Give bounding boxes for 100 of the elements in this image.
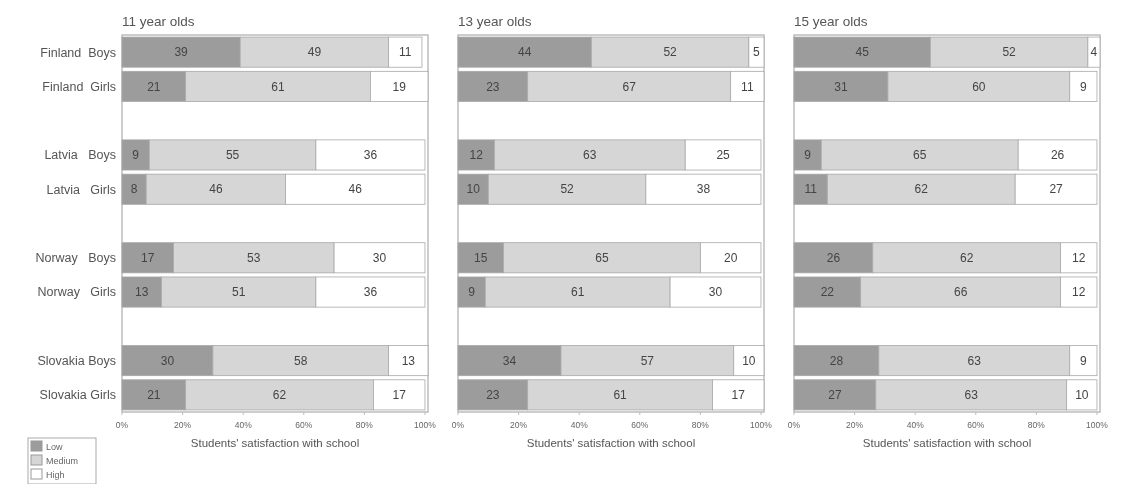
data-label: 27 <box>1049 182 1064 197</box>
data-label: 61 <box>570 285 585 300</box>
y-tick-label: Slovakia Boys <box>37 353 116 368</box>
x-tick-label: 40% <box>906 420 925 430</box>
data-label: 63 <box>967 353 982 368</box>
data-label: 12 <box>1072 285 1086 300</box>
data-label: 46 <box>209 182 223 197</box>
x-axis-title: Students' satisfaction with school <box>190 437 360 449</box>
chart-title: 13 year olds <box>458 14 532 29</box>
data-label: 31 <box>834 79 848 94</box>
data-label: 23 <box>486 79 500 94</box>
data-label: 9 <box>804 148 812 163</box>
y-tick-label: Slovakia Girls <box>39 388 116 403</box>
data-label: 19 <box>392 79 407 94</box>
data-label: 11 <box>741 79 754 94</box>
data-label: 11 <box>804 182 818 197</box>
y-tick-label: Norway Boys <box>35 251 116 266</box>
data-label: 17 <box>731 388 746 403</box>
data-label: 12 <box>469 148 484 163</box>
data-label: 53 <box>247 250 261 265</box>
data-label: 38 <box>696 182 711 197</box>
x-tick-label: 100% <box>1086 420 1109 430</box>
data-label: 13 <box>401 353 416 368</box>
data-label: 21 <box>147 79 161 94</box>
x-tick-label: 0% <box>115 420 129 430</box>
data-label: 28 <box>829 353 844 368</box>
data-label: 49 <box>307 45 322 60</box>
data-label: 22 <box>820 285 835 300</box>
chart-title: 15 year olds <box>794 14 868 29</box>
y-tick-label: Latvia Girls <box>46 182 116 197</box>
data-label: 10 <box>742 353 756 368</box>
data-label: 17 <box>141 250 155 265</box>
data-label: 60 <box>972 79 986 94</box>
legend-label: Low <box>46 442 64 452</box>
data-label: 52 <box>560 182 575 197</box>
data-label: 44 <box>517 45 532 60</box>
data-label: 63 <box>583 148 597 163</box>
data-label: 57 <box>640 353 655 368</box>
chart-title: 11 year olds <box>122 14 195 29</box>
x-tick-label: 40% <box>570 420 589 430</box>
legend-label: Medium <box>46 456 79 466</box>
x-tick-label: 80% <box>1027 420 1046 430</box>
data-label: 65 <box>913 148 927 163</box>
data-label: 30 <box>708 285 723 300</box>
data-label: 20 <box>723 250 738 265</box>
data-label: 27 <box>828 388 842 403</box>
data-label: 52 <box>1002 45 1017 60</box>
data-label: 13 <box>135 285 149 300</box>
data-label: 51 <box>231 285 246 300</box>
data-label: 52 <box>663 45 678 60</box>
data-label: 9 <box>1079 353 1087 368</box>
data-label: 9 <box>132 148 140 163</box>
data-label: 36 <box>363 285 378 300</box>
data-label: 12 <box>1072 250 1086 265</box>
x-tick-label: 20% <box>510 420 528 430</box>
data-label: 26 <box>1050 148 1065 163</box>
data-label: 36 <box>363 148 378 163</box>
x-tick-label: 60% <box>967 420 985 430</box>
data-label: 39 <box>174 45 189 60</box>
x-axis-title: Students' satisfaction with school <box>526 437 696 449</box>
x-tick-label: 80% <box>691 420 710 430</box>
data-label: 34 <box>502 353 517 368</box>
data-label: 62 <box>914 182 929 197</box>
x-tick-label: 0% <box>451 420 465 430</box>
y-tick-label: Finland Boys <box>40 45 116 60</box>
data-label: 61 <box>271 79 286 94</box>
data-label: 25 <box>716 148 731 163</box>
data-label: 30 <box>160 353 175 368</box>
data-label: 58 <box>294 353 308 368</box>
data-label: 46 <box>348 182 363 197</box>
x-tick-label: 60% <box>631 420 649 430</box>
data-label: 23 <box>486 388 500 403</box>
x-tick-label: 0% <box>787 420 801 430</box>
data-label: 17 <box>392 388 407 403</box>
x-tick-label: 60% <box>295 420 313 430</box>
legend-label: High <box>46 470 65 480</box>
data-label: 65 <box>595 250 609 265</box>
data-label: 4 <box>1090 45 1098 60</box>
data-label: 63 <box>964 388 979 403</box>
x-tick-label: 80% <box>355 420 374 430</box>
y-tick-label: Latvia Boys <box>44 148 116 163</box>
data-label: 61 <box>613 388 628 403</box>
x-tick-label: 100% <box>414 420 437 430</box>
data-label: 5 <box>753 45 761 60</box>
x-tick-label: 20% <box>846 420 864 430</box>
data-label: 10 <box>1075 388 1089 403</box>
data-label: 26 <box>826 250 841 265</box>
x-tick-label: 40% <box>234 420 253 430</box>
data-label: 45 <box>855 45 870 60</box>
data-label: 9 <box>1079 79 1087 94</box>
data-label: 21 <box>147 388 161 403</box>
data-label: 15 <box>474 250 488 265</box>
x-tick-label: 100% <box>750 420 773 430</box>
data-label: 9 <box>468 285 476 300</box>
data-label: 11 <box>399 45 412 60</box>
y-tick-label: Norway Girls <box>37 285 116 300</box>
data-label: 30 <box>372 250 387 265</box>
data-label: 10 <box>466 182 481 197</box>
data-label: 62 <box>960 250 974 265</box>
x-tick-label: 20% <box>174 420 192 430</box>
